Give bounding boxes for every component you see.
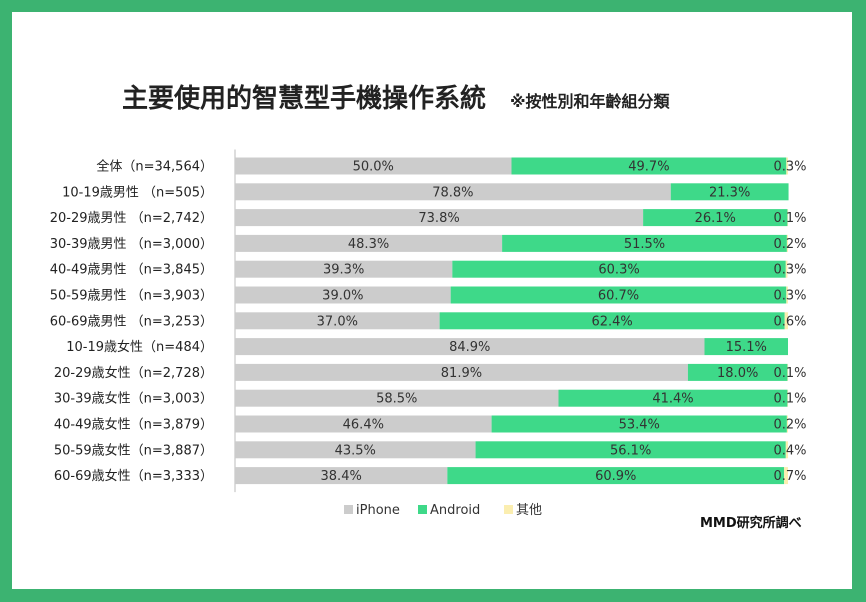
bar-iphone: [235, 260, 453, 278]
category-label: 20-29歳男性 （n=2,742）: [50, 211, 213, 226]
value-label-android: 15.1%: [726, 340, 767, 355]
bar-android: [491, 415, 787, 433]
bar-android: [502, 234, 787, 252]
value-label-iphone: 43.5%: [335, 443, 376, 458]
bar-android: [475, 441, 786, 459]
value-label-iphone: 39.3%: [323, 263, 364, 278]
value-label-other: 0.4%: [773, 443, 806, 458]
bar-other: [785, 441, 788, 459]
value-label-android: 62.4%: [591, 314, 632, 329]
bar-android: [511, 157, 787, 175]
bar-other: [787, 363, 789, 381]
category-label: 10-19歳男性 （n=505）: [62, 185, 213, 200]
bar-android: [687, 363, 788, 381]
category-label: 40-49歳男性 （n=3,845）: [50, 263, 213, 278]
value-label-other: 0.7%: [773, 469, 806, 484]
bar-android: [447, 467, 785, 485]
value-label-iphone: 73.8%: [418, 211, 459, 226]
legend-swatch-android: [418, 505, 427, 514]
value-label-iphone: 81.9%: [441, 366, 482, 381]
bar-other: [787, 209, 789, 227]
legend-label-android: Android: [430, 503, 480, 518]
bar-iphone: [235, 415, 492, 433]
value-label-other: 0.6%: [773, 314, 806, 329]
value-label-android: 51.5%: [624, 237, 665, 252]
value-label-android: 60.3%: [598, 263, 639, 278]
category-label: 10-19歳女性（n=484）: [66, 339, 213, 355]
chart-title: 主要使用的智慧型手機操作系統: [122, 84, 487, 114]
category-label: 20-29歳女性（n=2,728）: [54, 365, 213, 381]
legend-label-other: 其他: [516, 503, 542, 518]
value-label-iphone: 78.8%: [432, 185, 473, 200]
value-label-other: 0.3%: [773, 160, 806, 175]
bar-other: [786, 157, 788, 175]
value-label-other: 0.1%: [773, 392, 806, 407]
bar-iphone: [235, 157, 512, 175]
bar-other: [785, 260, 788, 278]
bar-iphone: [235, 338, 705, 356]
category-label: 50-59歳男性 （n=3,903）: [50, 289, 213, 304]
bar-android: [452, 260, 786, 278]
value-label-android: 60.7%: [598, 289, 639, 304]
bar-android: [439, 312, 785, 330]
bar-iphone: [235, 312, 440, 330]
bar-iphone: [235, 389, 559, 407]
bar-other: [786, 415, 788, 433]
value-label-android: 56.1%: [610, 443, 651, 458]
bar-iphone: [235, 286, 451, 304]
legend-label-iphone: iPhone: [356, 503, 400, 518]
category-label: 40-49歳女性（n=3,879）: [54, 417, 213, 433]
value-label-iphone: 37.0%: [317, 314, 358, 329]
value-label-other: 0.3%: [773, 263, 806, 278]
category-label: 30-39歳女性（n=3,003）: [54, 391, 213, 407]
value-label-iphone: 50.0%: [353, 160, 394, 175]
bar-other: [786, 286, 788, 304]
value-label-android: 49.7%: [628, 160, 669, 175]
bar-android: [704, 338, 788, 356]
value-label-iphone: 38.4%: [321, 469, 362, 484]
value-label-android: 41.4%: [652, 392, 693, 407]
value-label-android: 18.0%: [717, 366, 758, 381]
source-credit: MMD研究所調べ: [700, 516, 802, 531]
bar-iphone: [235, 363, 688, 381]
bar-iphone: [235, 234, 503, 252]
bar-iphone: [235, 467, 448, 485]
bar-android: [450, 286, 787, 304]
legend-swatch-iphone: [344, 505, 353, 514]
value-label-iphone: 46.4%: [343, 418, 384, 433]
bar-android: [670, 183, 789, 201]
bar-iphone: [235, 441, 476, 459]
bar-other: [786, 234, 788, 252]
value-label-other: 0.3%: [773, 289, 806, 304]
value-label-iphone: 58.5%: [376, 392, 417, 407]
legend-swatch-other: [504, 505, 513, 514]
value-label-android: 26.1%: [695, 211, 736, 226]
value-label-android: 60.9%: [595, 469, 636, 484]
bar-android: [558, 389, 788, 407]
category-label: 50-59歳女性（n=3,887）: [54, 442, 213, 458]
value-label-other: 0.2%: [773, 418, 806, 433]
category-label: 全体（n=34,564）: [96, 159, 213, 175]
category-label: 60-69歳女性（n=3,333）: [54, 468, 213, 484]
category-label: 60-69歳男性 （n=3,253）: [50, 314, 213, 329]
bar-other: [784, 467, 788, 485]
bar-iphone: [235, 183, 671, 201]
value-label-android: 21.3%: [709, 185, 750, 200]
value-label-iphone: 84.9%: [449, 340, 490, 355]
bar-android: [643, 209, 788, 227]
value-label-iphone: 48.3%: [348, 237, 389, 252]
chart-subtitle: ※按性別和年齡組分類: [510, 92, 670, 111]
value-label-iphone: 39.0%: [322, 289, 363, 304]
value-label-other: 0.2%: [773, 237, 806, 252]
bar-other: [784, 312, 788, 330]
value-label-other: 0.1%: [773, 211, 806, 226]
category-label: 30-39歳男性 （n=3,000）: [50, 237, 213, 252]
value-label-other: 0.1%: [773, 366, 806, 381]
value-label-android: 53.4%: [619, 418, 660, 433]
bar-other: [787, 389, 789, 407]
bar-iphone: [235, 209, 644, 227]
